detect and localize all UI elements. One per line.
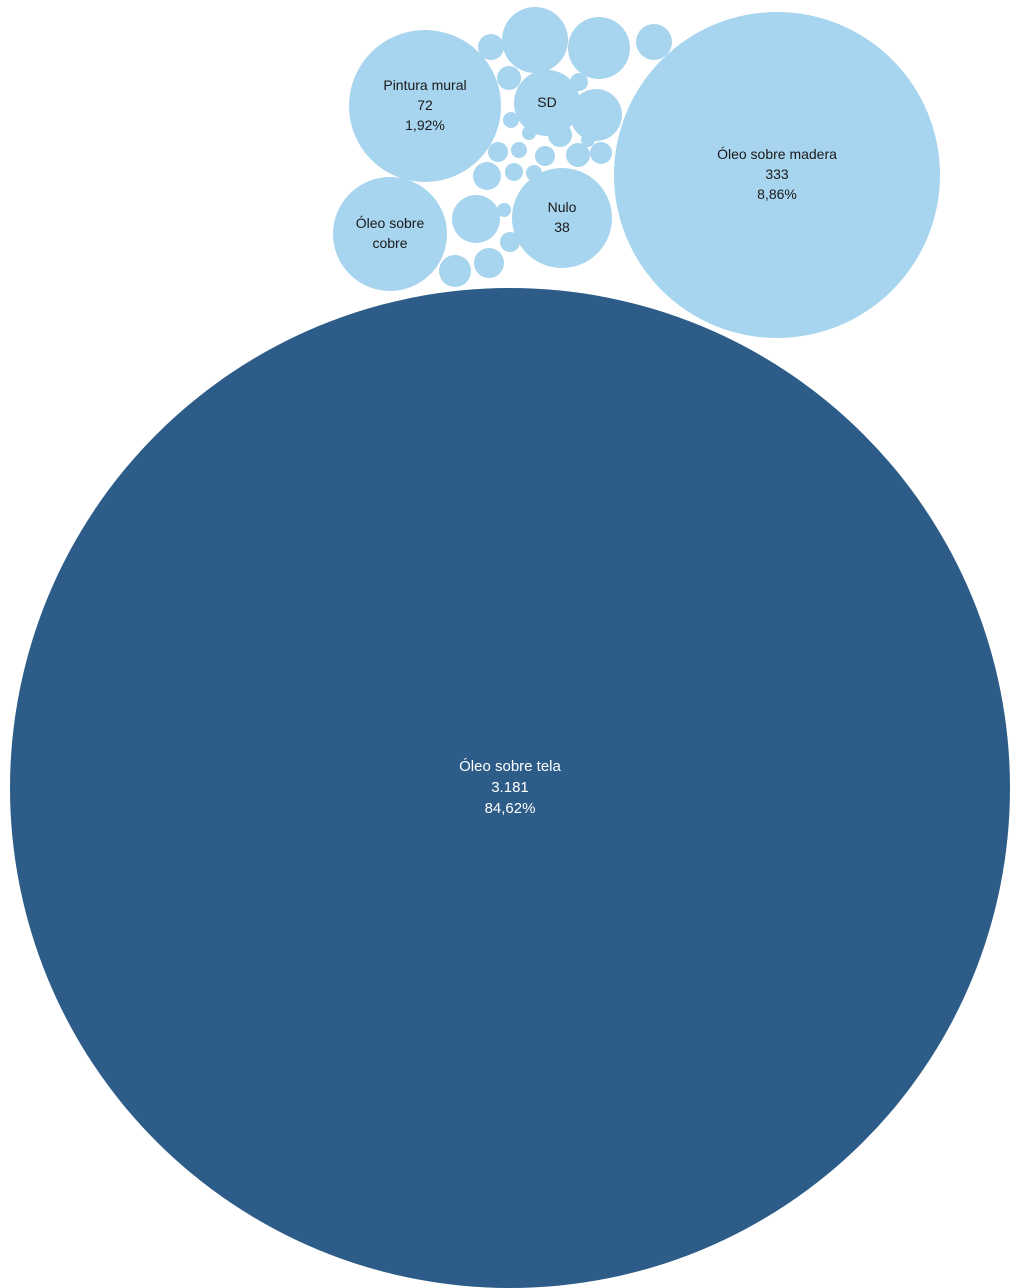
- bubble-unlabeled: [590, 142, 612, 164]
- bubble-unlabeled: [439, 255, 471, 287]
- bubble-oleo-sobre-cobre: [333, 177, 447, 291]
- bubble-unlabeled: [502, 7, 568, 73]
- bubble-unlabeled: [503, 112, 519, 128]
- bubble-nulo: [512, 168, 612, 268]
- bubble-unlabeled: [497, 203, 511, 217]
- bubble-unlabeled: [581, 133, 595, 147]
- bubble-unlabeled: [535, 146, 555, 166]
- bubble-unlabeled: [497, 66, 521, 90]
- bubble-unlabeled: [570, 89, 622, 141]
- bubble-unlabeled: [452, 195, 500, 243]
- bubble-unlabeled: [636, 24, 672, 60]
- bubble-unlabeled: [488, 142, 508, 162]
- bubble-unlabeled: [474, 248, 504, 278]
- bubbles-group: [10, 7, 1010, 1288]
- bubble-unlabeled: [478, 34, 504, 60]
- bubble-unlabeled: [500, 232, 520, 252]
- bubble-pintura-mural: [349, 30, 501, 182]
- bubble-unlabeled: [511, 142, 527, 158]
- bubble-unlabeled: [566, 143, 590, 167]
- bubble-unlabeled: [473, 162, 501, 190]
- bubble-unlabeled: [568, 17, 630, 79]
- bubble-unlabeled: [505, 163, 523, 181]
- bubble-oleo-sobre-tela: [10, 288, 1010, 1288]
- bubble-oleo-sobre-madera: [614, 12, 940, 338]
- bubble-sd: [514, 70, 580, 136]
